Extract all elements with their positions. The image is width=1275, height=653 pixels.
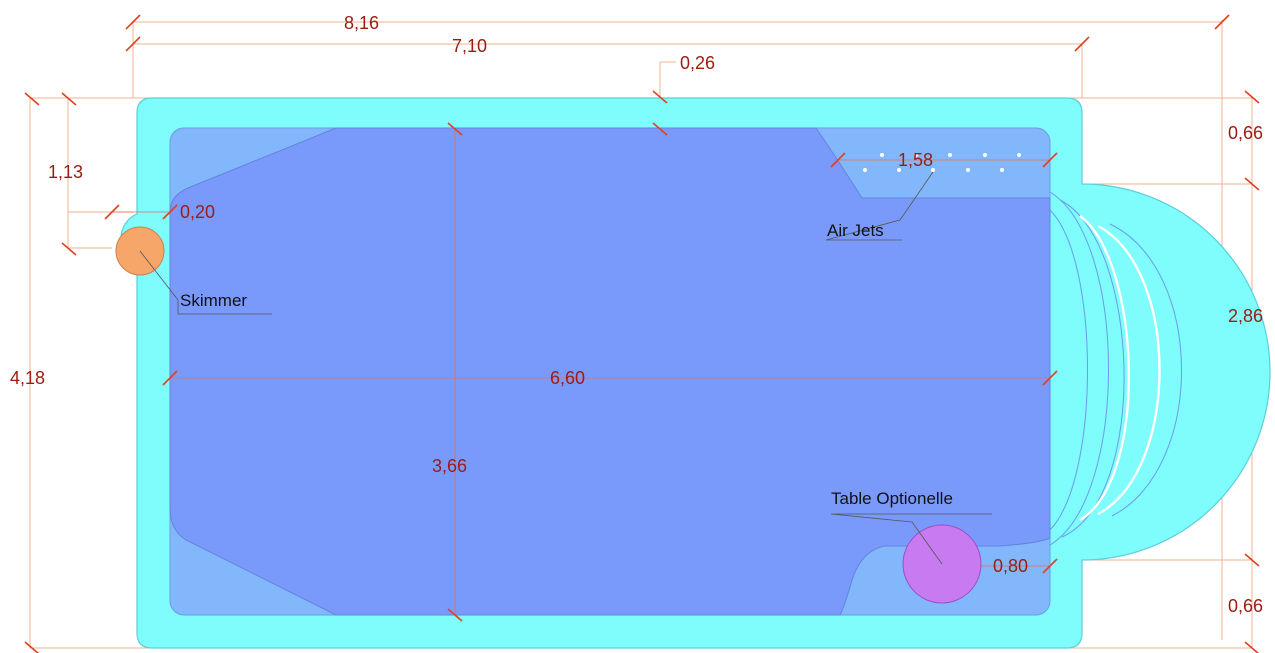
stairs-step-4 [1097, 224, 1161, 516]
dim-overall-length: 8,16 [344, 13, 379, 33]
label-leaders [139, 171, 992, 565]
dim-top-margin: 0,66 [1228, 123, 1263, 143]
dim-skimmer-offset: 1,13 [48, 162, 83, 182]
stairs-step-3 [1079, 215, 1130, 522]
dim-bottom-margin: 0,66 [1228, 596, 1263, 616]
label-air-jets: Air Jets [827, 221, 884, 240]
dim-skimmer-gap: 0,20 [180, 202, 215, 222]
dim-coping-width: 0,26 [680, 53, 715, 73]
dim-basin-width: 3,66 [432, 456, 467, 476]
label-table: Table Optionelle [831, 489, 953, 508]
dim-table-gap: 0,80 [993, 556, 1028, 576]
stairs-step-6 [1049, 209, 1088, 531]
dim-bench-length: 1,58 [898, 150, 933, 170]
dimension-ticks [24, 14, 1260, 653]
dim-steps-width: 2,86 [1228, 306, 1263, 326]
dim-basin-length: 6,60 [550, 368, 585, 388]
stairs-step-1 [1049, 191, 1109, 546]
pool-deep-area [169, 127, 1051, 616]
dim-overall-width: 4,18 [10, 368, 45, 388]
label-skimmer: Skimmer [180, 291, 247, 310]
stairs-step-5 [1109, 223, 1182, 517]
air-jets-icon [863, 153, 1021, 172]
internal-dimension-lines [112, 128, 1050, 615]
dim-inner-length: 7,10 [452, 36, 487, 56]
